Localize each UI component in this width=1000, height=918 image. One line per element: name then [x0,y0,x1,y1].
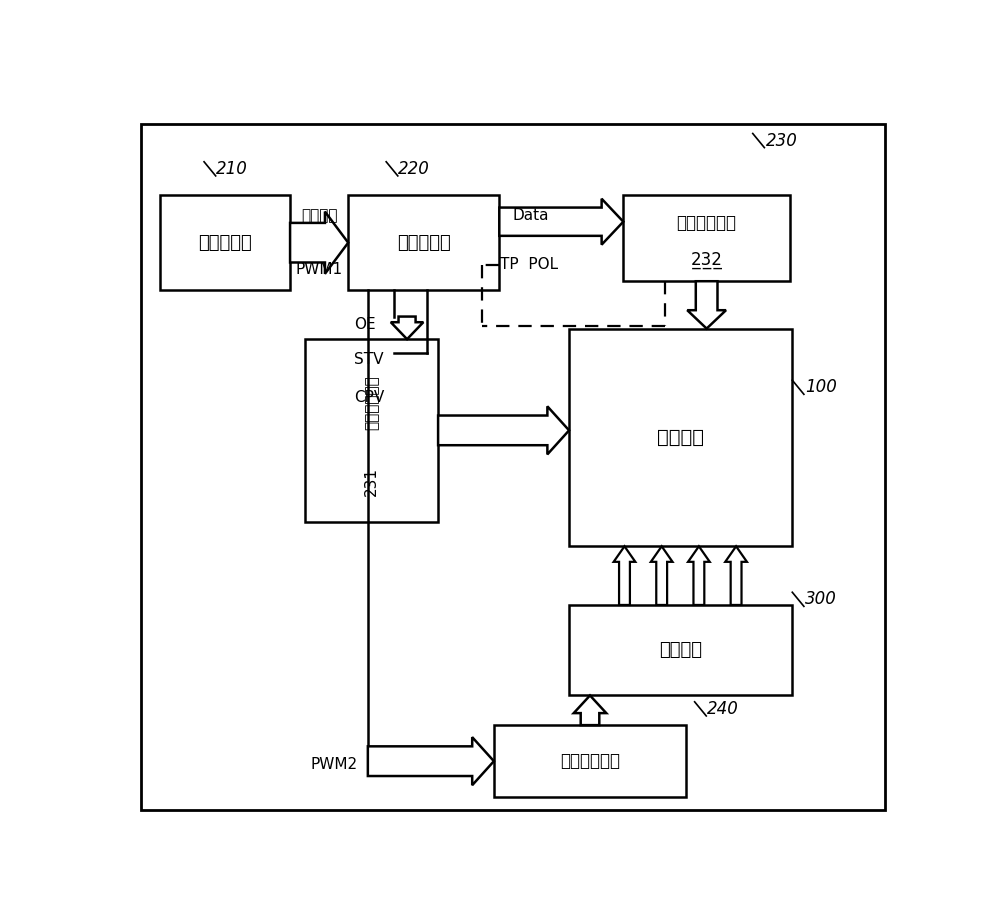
Text: 信号连接器: 信号连接器 [198,234,252,252]
Text: 背光驱动电路: 背光驱动电路 [560,752,620,770]
Text: TP  POL: TP POL [500,257,558,272]
Text: 220: 220 [398,160,430,178]
Bar [569,605,792,696]
Bar [160,195,290,290]
Bar [623,195,790,281]
Text: 240: 240 [707,700,738,718]
Text: 显示面板: 显示面板 [657,428,704,447]
Text: CPV: CPV [354,390,385,406]
Bar [494,725,686,797]
Text: 视频信号: 视频信号 [301,208,337,223]
Text: Data: Data [512,208,549,223]
Polygon shape [499,198,623,245]
Text: PWM2: PWM2 [311,756,358,771]
Text: 栅极驱动电路: 栅极驱动电路 [364,375,379,431]
Text: 源极驱动电路: 源极驱动电路 [677,214,737,231]
Text: STV: STV [354,353,384,367]
Polygon shape [725,546,747,605]
Text: OE: OE [354,317,376,331]
Text: 210: 210 [216,160,248,178]
Bar [348,195,499,290]
Bar [278,327,482,582]
Polygon shape [574,696,606,725]
Polygon shape [651,546,673,605]
Bar [305,339,438,521]
Text: PWM1: PWM1 [296,262,343,277]
Polygon shape [438,407,569,454]
Text: 231: 231 [364,467,379,496]
Text: 时序控制器: 时序控制器 [397,234,451,252]
Polygon shape [687,281,726,329]
Text: 230: 230 [765,131,797,150]
Polygon shape [688,546,710,605]
Bar [588,158,867,307]
Text: 2̲3̲2̲: 2̲3̲2̲ [691,251,723,269]
Text: 100: 100 [805,378,837,397]
Polygon shape [290,211,348,274]
Bar [569,329,792,546]
Polygon shape [614,546,635,605]
Text: 背光模组: 背光模组 [659,641,702,659]
Polygon shape [368,737,494,785]
Text: 300: 300 [805,590,837,609]
Polygon shape [391,317,423,339]
